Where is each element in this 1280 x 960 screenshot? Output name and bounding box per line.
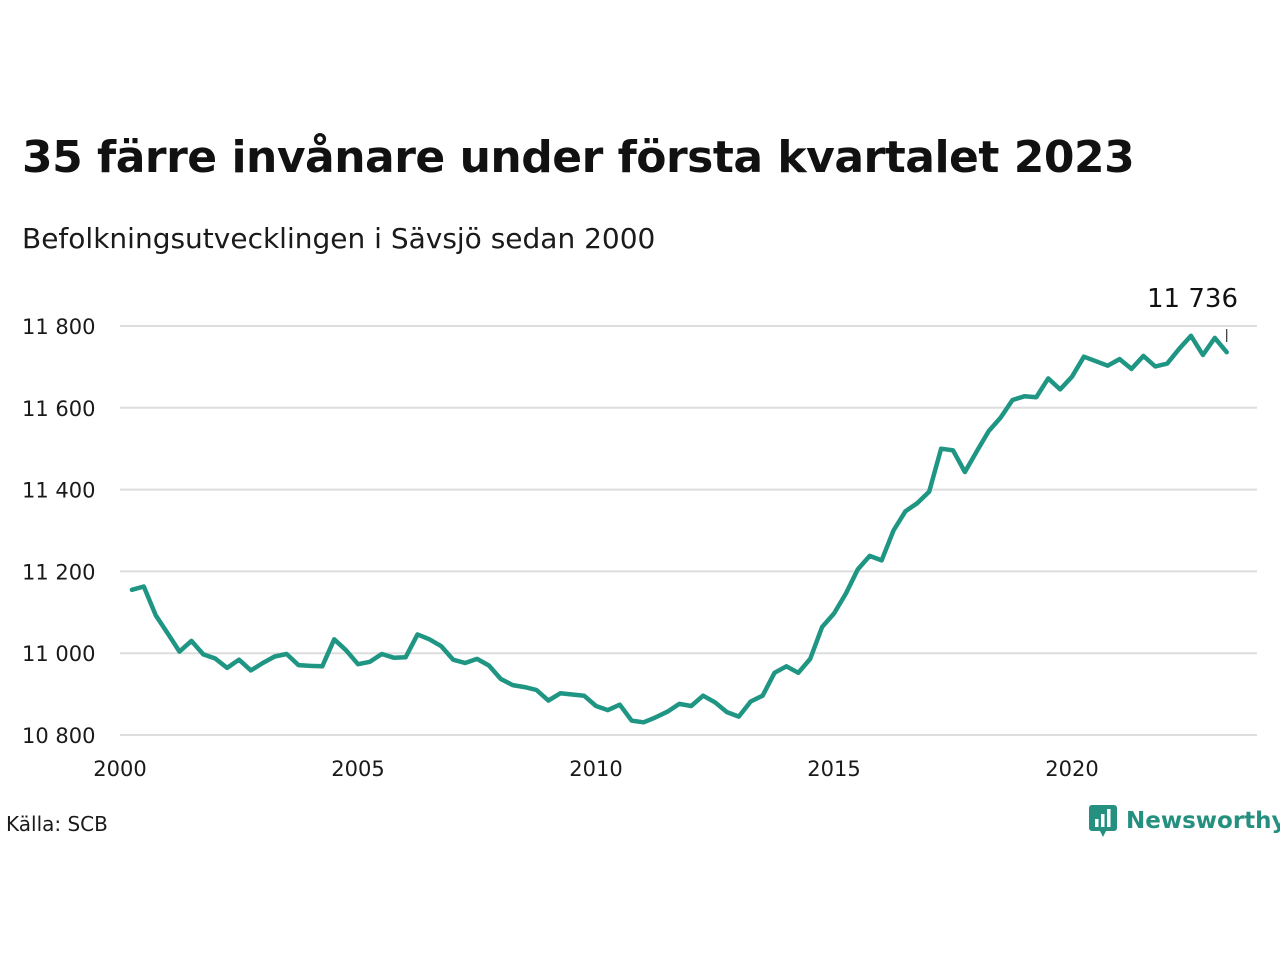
series-line bbox=[129, 333, 1229, 725]
y-tick-label: 11 200 bbox=[22, 560, 95, 584]
series-layer bbox=[129, 333, 1229, 725]
x-tick-label: 2015 bbox=[807, 757, 860, 781]
source-note: Källa: SCB bbox=[6, 812, 108, 836]
chart-title: 35 färre invånare under första kvartalet… bbox=[22, 132, 1135, 183]
y-tick-label: 10 800 bbox=[22, 724, 95, 748]
y-tick-label: 11 600 bbox=[22, 397, 95, 421]
y-tick-label: 11 400 bbox=[22, 479, 95, 503]
end-annotation: 11 736 bbox=[1147, 284, 1238, 342]
x-axis-tick-labels: 2000 2005 2010 2015 2020 bbox=[93, 757, 1098, 781]
bar-chart-speech-bubble-icon bbox=[1089, 805, 1117, 837]
y-tick-label: 11 800 bbox=[22, 315, 95, 339]
y-tick-label: 11 000 bbox=[22, 642, 95, 666]
brand-name: Newsworthy bbox=[1126, 808, 1280, 834]
x-tick-label: 2000 bbox=[93, 757, 146, 781]
chart-subtitle: Befolkningsutvecklingen i Sävsjö sedan 2… bbox=[22, 222, 656, 255]
gridlines bbox=[120, 325, 1257, 736]
x-tick-label: 2020 bbox=[1045, 757, 1098, 781]
newsworthy-logo[interactable]: Newsworthy bbox=[1088, 804, 1280, 838]
x-tick-label: 2010 bbox=[569, 757, 622, 781]
x-tick-label: 2005 bbox=[331, 757, 384, 781]
y-axis-tick-labels: 10 800 11 000 11 200 11 400 11 600 11 800 bbox=[22, 315, 95, 748]
end-value-label: 11 736 bbox=[1147, 284, 1238, 314]
